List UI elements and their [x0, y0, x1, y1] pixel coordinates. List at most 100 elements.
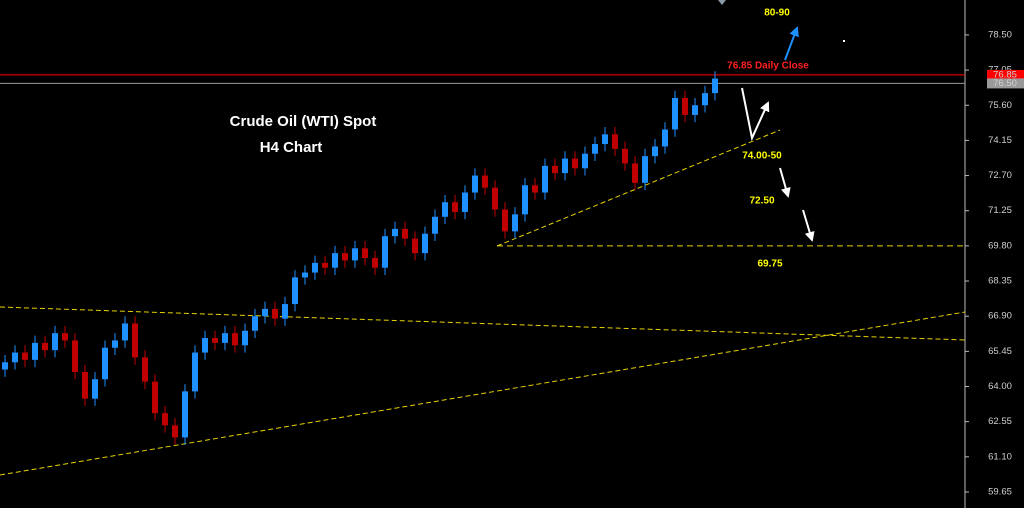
annotation: 74.00-50 — [742, 151, 782, 162]
candle-body — [222, 333, 228, 343]
candle-body — [692, 105, 698, 115]
y-tick-label: 74.15 — [988, 135, 1012, 146]
trendline — [0, 306, 966, 341]
y-tick-label: 78.50 — [988, 29, 1012, 40]
y-tick-label: 65.45 — [988, 346, 1012, 357]
candle-body — [422, 233, 428, 254]
candle-body — [472, 175, 478, 193]
candle-body — [402, 228, 408, 239]
candle-body — [622, 148, 628, 164]
candle-body — [562, 158, 568, 174]
candle-body — [482, 175, 488, 188]
dot — [843, 40, 845, 42]
candle-body — [702, 93, 708, 106]
candle-body — [12, 352, 18, 363]
y-tick-label: 66.90 — [988, 311, 1012, 322]
candle-body — [122, 323, 128, 341]
candle-body — [662, 129, 668, 147]
candle-body — [112, 340, 118, 348]
candle-body — [262, 308, 268, 317]
candle-body — [62, 333, 68, 341]
candle-body — [22, 352, 28, 360]
y-tick-label: 64.00 — [988, 381, 1012, 392]
candle-body — [322, 262, 328, 268]
candle-body — [452, 202, 458, 212]
annotation: 72.50 — [749, 196, 774, 207]
candle-body — [682, 97, 688, 115]
candle-body — [192, 352, 198, 392]
arrow — [779, 167, 791, 198]
annotation: 80-90 — [764, 8, 790, 19]
annotation: 76.85 Daily Close — [727, 61, 809, 72]
candle-body — [52, 333, 58, 351]
candle-body — [272, 308, 278, 319]
candle-body — [712, 78, 718, 94]
candle-body — [392, 228, 398, 237]
annotation: 69.75 — [757, 259, 782, 270]
arrow — [802, 209, 815, 242]
candle-body — [2, 362, 8, 370]
candle-body — [42, 342, 48, 351]
candle-body — [232, 333, 238, 346]
candle-body — [632, 163, 638, 183]
candle-body — [582, 153, 588, 169]
candle-body — [652, 146, 658, 157]
candle-body — [172, 425, 178, 438]
candle-body — [572, 158, 578, 169]
candle-body — [92, 379, 98, 399]
candle-body — [372, 258, 378, 268]
candle-body — [182, 391, 188, 438]
candle-body — [72, 340, 78, 372]
candle-body — [292, 277, 298, 305]
y-tick-label: 72.70 — [988, 170, 1012, 181]
candle-body — [592, 144, 598, 154]
candle-body — [102, 347, 108, 380]
candle-body — [312, 262, 318, 273]
candle-body — [242, 330, 248, 346]
candle-body — [502, 209, 508, 232]
candle-body — [352, 248, 358, 261]
y-tick-label: 69.80 — [988, 240, 1012, 251]
candle-body — [302, 272, 308, 278]
arrow — [741, 87, 770, 142]
trendline — [496, 129, 781, 247]
candle-body — [142, 357, 148, 382]
chart-subtitle: H4 Chart — [260, 139, 323, 156]
arrow — [784, 26, 799, 61]
candle-body — [462, 192, 468, 212]
candle-body — [252, 316, 258, 331]
chart-title: Crude Oil (WTI) Spot — [230, 113, 377, 130]
candle-body — [412, 238, 418, 254]
level-tag — [987, 69, 1024, 80]
candle-body — [152, 381, 158, 414]
candle-body — [602, 134, 608, 145]
candle-body — [382, 236, 388, 268]
y-tick-label: 59.65 — [988, 487, 1012, 498]
candle-body — [362, 248, 368, 259]
candle-body — [532, 185, 538, 193]
candle-body — [542, 165, 548, 193]
candle-body — [132, 323, 138, 358]
candle-body — [672, 97, 678, 130]
candle-body — [642, 156, 648, 183]
candle-body — [82, 371, 88, 399]
candle-body — [342, 253, 348, 261]
candle-body — [32, 342, 38, 360]
trendline — [0, 311, 966, 476]
level-label: 76.50 — [993, 78, 1017, 89]
candle-body — [212, 338, 218, 343]
level-label: 76.85 — [993, 69, 1017, 80]
level-tag — [987, 78, 1024, 89]
candle-body — [492, 187, 498, 210]
candle-body — [612, 134, 618, 149]
y-tick-label: 68.35 — [988, 276, 1012, 287]
candle-body — [512, 214, 518, 232]
candle-body — [282, 304, 288, 319]
candle-body — [522, 185, 528, 215]
marker — [718, 0, 726, 5]
y-tick-label: 75.60 — [988, 100, 1012, 111]
y-tick-label: 61.10 — [988, 451, 1012, 462]
